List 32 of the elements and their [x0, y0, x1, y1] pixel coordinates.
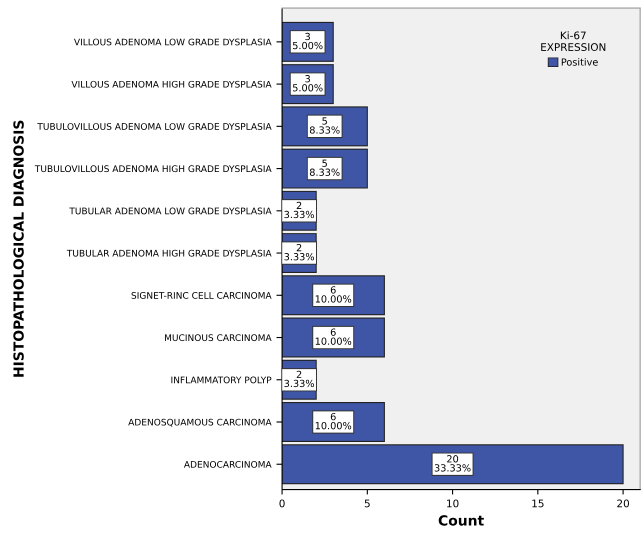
data-label: 2 3.33% — [284, 244, 314, 260]
data-label: 2 3.33% — [284, 370, 314, 388]
x-tick-label: 15 — [532, 500, 544, 508]
y-tick-label: TUBULAR ADENOMA HIGH GRADE DYSPLASIA — [66, 250, 272, 257]
data-label: 3 5.00% — [292, 75, 323, 92]
y-tick-label: VILLOUS ADENOMA LOW GRADE DYSPLASIA — [74, 38, 272, 46]
y-tick-label: SIGNET-RINC CELL CARCINOMA — [132, 292, 272, 299]
data-label: 20 33.33% — [434, 455, 471, 472]
bar — [282, 444, 624, 484]
y-tick-label: MUCINOUS CARCINOMA — [165, 334, 272, 342]
legend-label: Positive — [562, 58, 598, 66]
data-label: 6 10.00% — [316, 412, 352, 430]
x-tick-label: 5 — [364, 500, 370, 508]
data-label: 2 3.33% — [284, 202, 314, 218]
y-tick-label: TUBULOVILLOUS ADENOMA LOW GRADE DYSPLASIA — [37, 123, 272, 130]
x-axis-title: Count — [438, 515, 484, 526]
data-label: 6 10.00% — [316, 328, 352, 345]
y-tick-label: INFLAMMATORY POLYP — [171, 376, 272, 384]
y-tick-label: VILLOUS ADENOMA HIGH GRADE DYSPLASIA — [71, 80, 272, 88]
data-label: 5 8.33% — [310, 117, 340, 134]
x-tick-label: 10 — [447, 499, 459, 508]
x-tick-label: 0 — [279, 499, 285, 508]
y-tick-label: TUBULAR ADENOMA LOW GRADE DYSPLASIA — [69, 208, 272, 214]
y-tick-label: ADENOCARCINOMA — [184, 460, 272, 468]
data-label: 3 5.00% — [292, 32, 323, 50]
data-label: 5 8.33% — [310, 160, 340, 176]
legend-title: Ki-67 EXPRESSION — [541, 31, 606, 51]
x-tick-label: 20 — [617, 499, 630, 508]
y-axis-title: HISTOPATHOLOGICAL DIAGNOSIS — [13, 120, 24, 377]
y-tick-label: TUBULOVILLOUS ADENOMA HIGH GRADE DYSPLASIA — [34, 165, 272, 172]
data-label: 6 10.00% — [316, 286, 352, 303]
y-tick-label: ADENOSQUAMOUS CARCINOMA — [128, 418, 272, 427]
